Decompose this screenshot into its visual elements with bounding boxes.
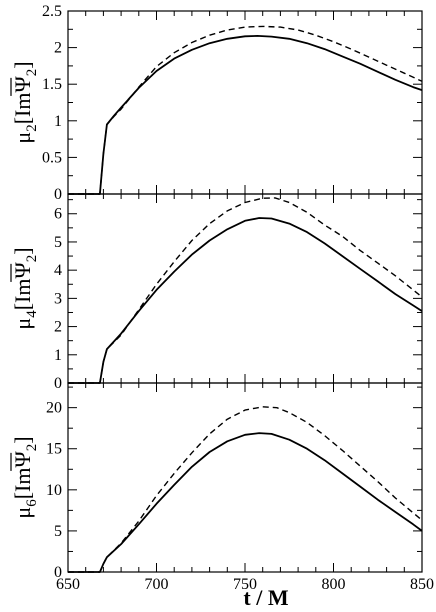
plot-frame bbox=[67, 193, 423, 384]
panel-1: 0 0.5 1 1.5 2 2.5 μ2[ImΨ2] bbox=[10, 3, 423, 203]
x-tick-label: 750 bbox=[233, 576, 257, 593]
y-tick-label: 4 bbox=[54, 262, 62, 279]
y-tick-label: 10 bbox=[46, 482, 62, 499]
panel-2: 0 1 2 3 4 5 6 μ4[ImΨ2] bbox=[10, 193, 423, 392]
y-tick-label: 0 bbox=[54, 375, 62, 392]
plot-frame bbox=[67, 10, 423, 195]
y-tick-label: 0 bbox=[54, 564, 62, 581]
y-tick-label: 0.5 bbox=[42, 149, 62, 166]
y-tick-label: 1 bbox=[54, 113, 62, 130]
x-tick-label: 800 bbox=[322, 576, 346, 593]
x-tick-label: 850 bbox=[410, 576, 434, 593]
series-line-dashed bbox=[68, 197, 423, 384]
y-tick-label: 5 bbox=[54, 234, 62, 251]
y-tick-label: 0 bbox=[54, 186, 62, 203]
series-line-dashed bbox=[68, 25, 423, 195]
y-tick-label: 2 bbox=[54, 319, 62, 336]
series-line-solid bbox=[68, 217, 423, 384]
x-tick-label: 650 bbox=[56, 576, 80, 593]
y-tick-label: 20 bbox=[46, 400, 62, 417]
y-tick-label: 1 bbox=[54, 347, 62, 364]
series-line-dashed bbox=[68, 406, 423, 573]
y-axis-label: μ2[ImΨ2] bbox=[10, 61, 40, 143]
x-axis-label: t / M bbox=[243, 585, 288, 610]
y-tick-label: 5 bbox=[54, 523, 62, 540]
y-tick-label: 2.5 bbox=[42, 3, 62, 20]
y-axis-label: μ4[ImΨ2] bbox=[10, 247, 40, 329]
y-tick-label: 15 bbox=[46, 441, 62, 458]
y-tick-label: 3 bbox=[54, 290, 62, 307]
y-tick-label: 2 bbox=[54, 40, 62, 57]
series-line-solid bbox=[68, 432, 423, 573]
panel-3: 0 5 10 15 20 650 700 750 800 850 μ6[ImΨ2] bbox=[10, 382, 434, 593]
y-axis-label: μ6[ImΨ2] bbox=[10, 436, 40, 518]
y-tick-label: 6 bbox=[54, 206, 62, 223]
series-line-solid bbox=[68, 35, 423, 195]
y-tick-label: 1.5 bbox=[42, 76, 62, 93]
x-tick-label: 700 bbox=[145, 576, 169, 593]
